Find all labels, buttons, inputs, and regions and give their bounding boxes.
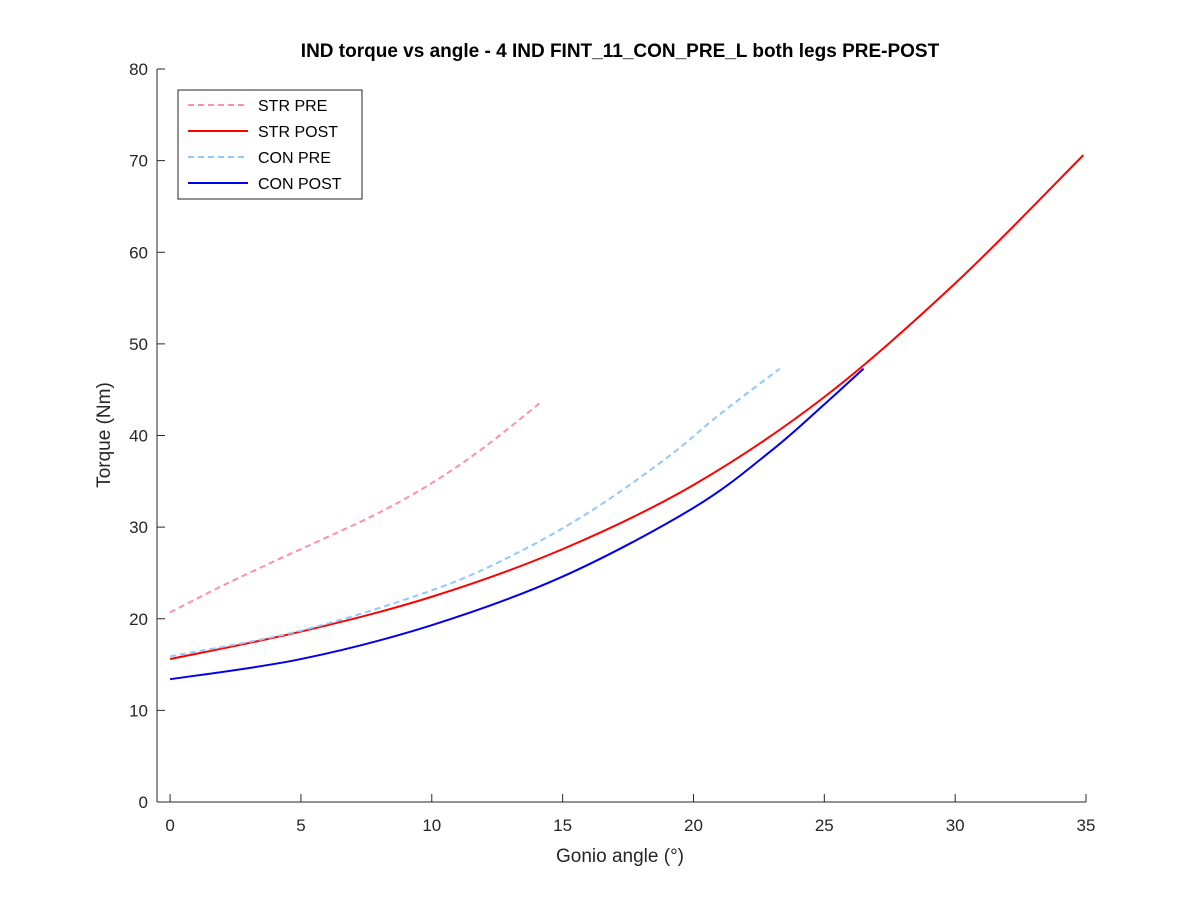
y-axis-label: Torque (Nm) <box>94 382 115 488</box>
x-tick-label: 15 <box>553 816 572 835</box>
legend-label-con-post: CON POST <box>258 176 342 193</box>
legend-box <box>177 89 363 200</box>
x-tick-label: 35 <box>1077 816 1096 835</box>
legend-label-str-pre: STR PRE <box>258 98 327 115</box>
x-tick-label: 25 <box>815 816 834 835</box>
y-tick-label: 30 <box>129 518 148 537</box>
x-axis-label: Gonio angle (°) <box>556 846 684 867</box>
x-tick-label: 5 <box>296 816 305 835</box>
y-tick-label: 10 <box>129 701 148 720</box>
x-tick-label: 0 <box>165 816 174 835</box>
series-line-con-pre <box>169 367 781 658</box>
x-tick-label: 20 <box>684 816 703 835</box>
series-line-str-pre <box>169 400 543 614</box>
x-ticks: 0 5 10 15 20 25 30 35 <box>165 794 1095 835</box>
legend: STR PRE STR POST CON PRE CON POST <box>177 89 363 200</box>
series-line-str-post <box>169 154 1085 661</box>
x-tick-label: 10 <box>422 816 441 835</box>
y-tick-label: 50 <box>129 335 148 354</box>
x-tick-label: 30 <box>946 816 965 835</box>
y-tick-label: 70 <box>129 152 148 171</box>
y-tick-label: 0 <box>139 793 148 812</box>
chart-title: IND torque vs angle - 4 IND FINT_11_CON_… <box>301 41 940 62</box>
y-tick-label: 40 <box>129 427 148 446</box>
series-layer <box>169 154 1085 681</box>
legend-label-con-pre: CON PRE <box>258 150 331 167</box>
y-tick-label: 60 <box>129 243 148 262</box>
legend-items: STR PRE STR POST CON PRE CON POST <box>188 98 342 193</box>
y-ticks: 0 10 20 30 40 50 60 70 80 <box>129 60 165 812</box>
y-tick-label: 20 <box>129 610 148 629</box>
series-line-con-post <box>169 367 865 681</box>
legend-label-str-post: STR POST <box>258 124 338 141</box>
y-tick-label: 80 <box>129 60 148 79</box>
